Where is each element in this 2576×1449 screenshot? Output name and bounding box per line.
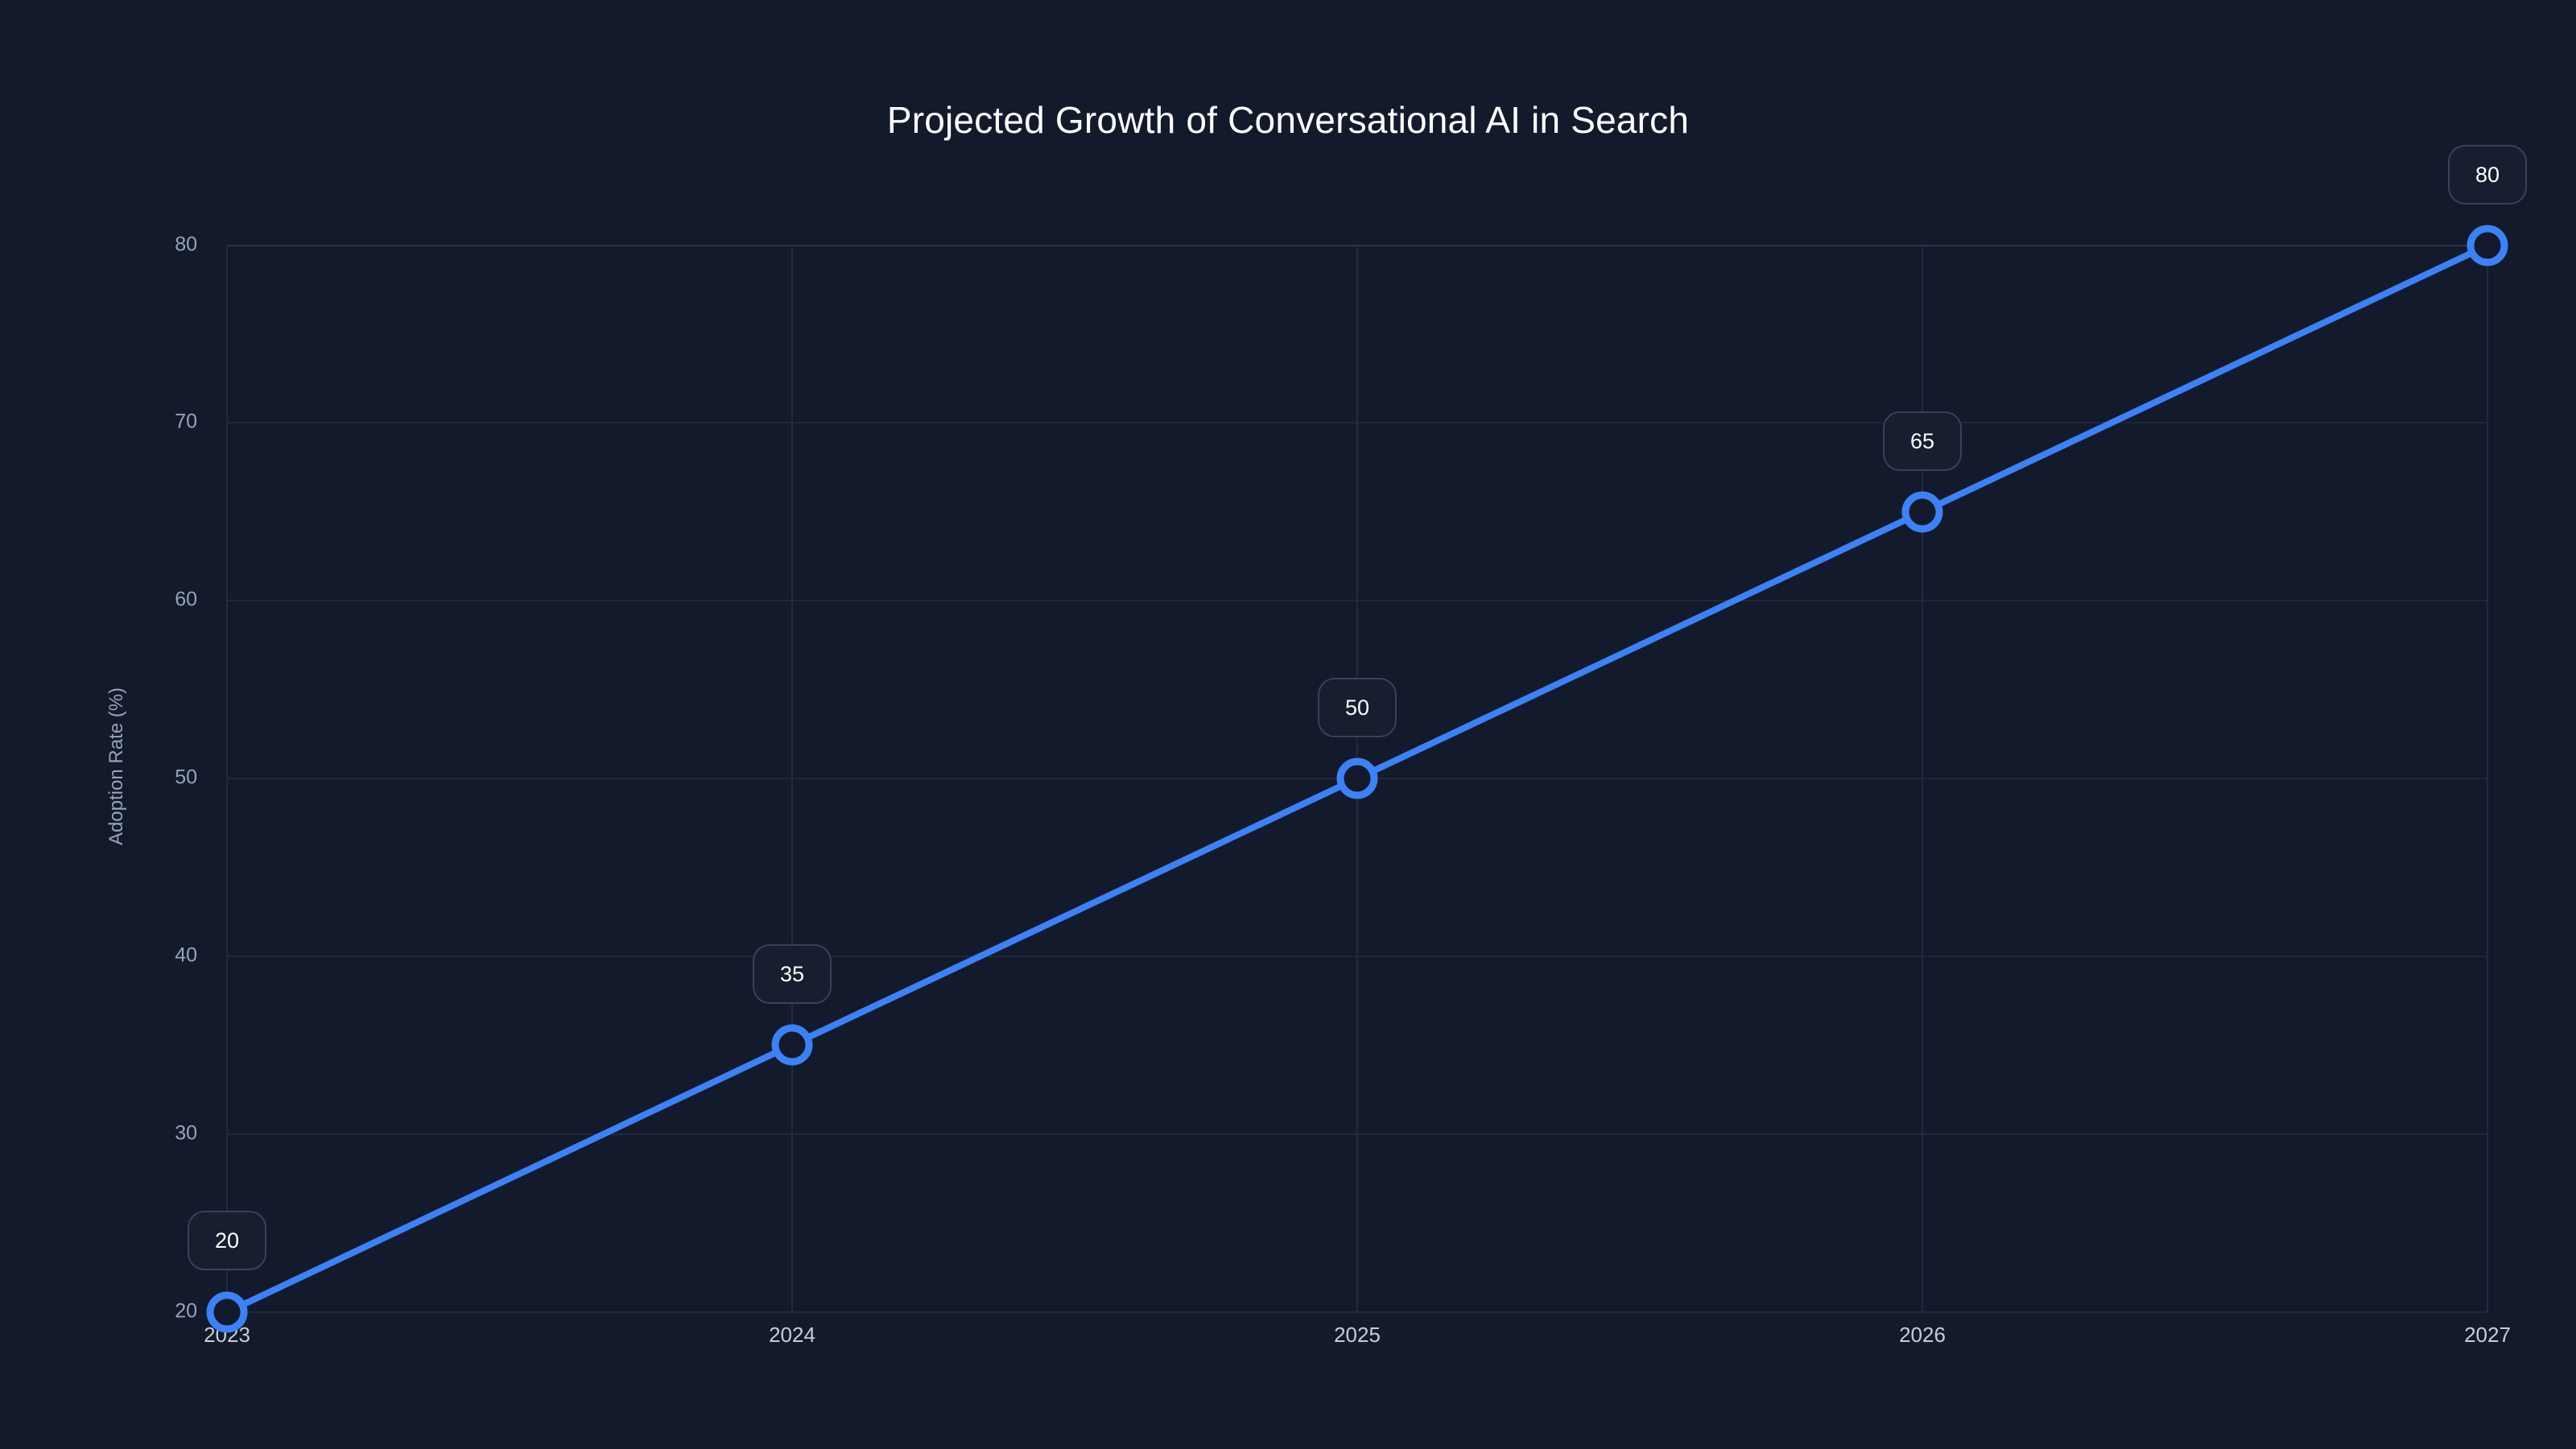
- y-tick-label-70: 70: [175, 411, 197, 433]
- x-tick-label-2027: 2027: [2464, 1323, 2511, 1347]
- badge-value-2025: 50: [1345, 696, 1369, 720]
- badge-value-2023: 20: [215, 1228, 239, 1253]
- y-tick-label-20: 20: [175, 1300, 197, 1323]
- data-label-badge-2027: 80: [2448, 145, 2527, 204]
- y-tick-label-80: 80: [175, 233, 197, 256]
- x-tick-label-2026: 2026: [1899, 1323, 1946, 1347]
- x-tick-label-2024: 2024: [769, 1323, 815, 1347]
- data-point-2027[interactable]: [2467, 225, 2508, 266]
- badge-box-2026: [1883, 411, 1962, 471]
- badge-value-2027: 80: [2475, 163, 2500, 187]
- y-tick-label-30: 30: [175, 1122, 197, 1145]
- badge-box-2024: [753, 944, 832, 1004]
- badge-value-2024: 35: [780, 962, 804, 986]
- y-tick-label-50: 50: [175, 766, 197, 789]
- data-point-2023[interactable]: [206, 1291, 248, 1333]
- data-point-2024[interactable]: [771, 1024, 813, 1066]
- badge-box-2027: [2448, 145, 2527, 204]
- badge-box-2025: [1318, 678, 1397, 737]
- x-tick-label-2025: 2025: [1334, 1323, 1381, 1347]
- y-tick-label-60: 60: [175, 588, 197, 611]
- data-label-badge-2026: 65: [1883, 411, 1962, 471]
- y-tick-label-40: 40: [175, 944, 197, 967]
- chart-title: Projected Growth of Conversational AI in…: [886, 99, 1690, 141]
- y-axis-title: Adoption Rate (%): [105, 687, 127, 845]
- badge-box-2023: [188, 1211, 266, 1270]
- data-label-badge-2024: 35: [753, 944, 832, 1004]
- data-label-badge-2025: 50: [1318, 678, 1397, 737]
- badge-value-2026: 65: [1910, 429, 1934, 453]
- data-point-2026[interactable]: [1901, 491, 1943, 533]
- data-label-badge-2023: 20: [188, 1211, 266, 1270]
- data-point-2025[interactable]: [1336, 758, 1378, 799]
